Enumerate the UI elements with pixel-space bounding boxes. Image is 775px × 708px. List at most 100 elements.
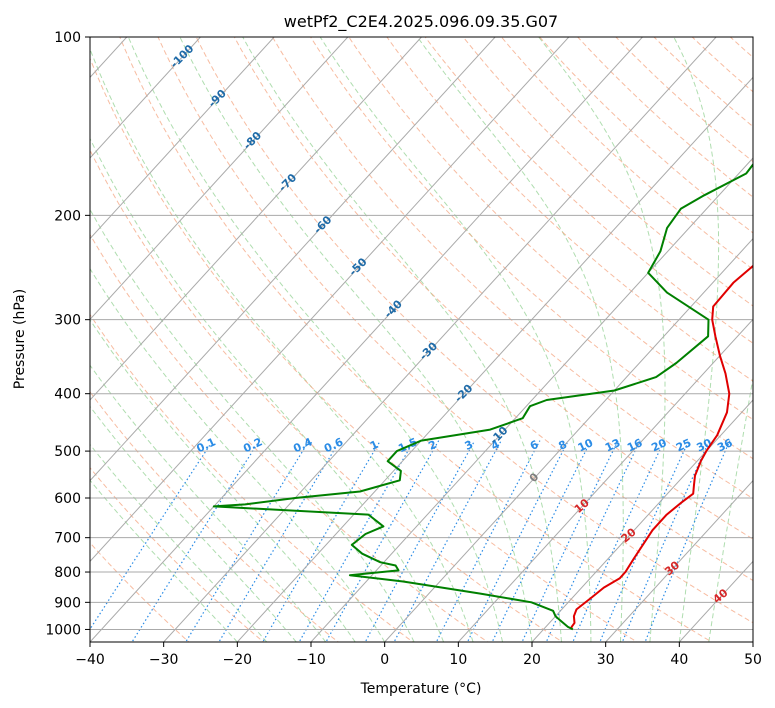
dry-adiabat-line <box>271 37 753 500</box>
mixing-ratio-label: 13 <box>603 436 622 454</box>
dry-adiabat-line <box>90 149 564 642</box>
y-tick-label: 700 <box>54 531 81 547</box>
moist-adiabat-line <box>416 37 624 642</box>
mixing-ratio-line <box>393 440 502 642</box>
chart-title: wetPf2_C2E4.2025.096.09.35.G07 <box>284 12 558 32</box>
mixing-ratio-label: 25 <box>674 436 693 454</box>
x-axis-ticks: −40 −30 −20 −10 0 10 20 30 40 50 <box>75 642 762 668</box>
x-tick-label: 40 <box>670 652 688 668</box>
mixing-ratio-line <box>325 440 440 642</box>
isotherm-line <box>163 37 717 642</box>
moist-adiabat-line <box>538 37 666 642</box>
isotherm-line <box>457 318 753 642</box>
mixing-ratio-line <box>521 440 619 642</box>
mixing-ratio-line <box>466 440 569 642</box>
mixing-ratio-line <box>599 440 690 642</box>
y-axis-ticks: 1000 900 800 700 600 500 400 300 200 100 <box>45 30 90 638</box>
dry-adiabat-line <box>90 391 340 642</box>
x-tick-label: −20 <box>223 652 253 668</box>
mixing-ratio-line <box>262 440 381 642</box>
y-tick-label: 100 <box>54 30 81 46</box>
isotherm-line <box>605 479 753 642</box>
dry-adiabat-line <box>233 37 753 540</box>
moist-adiabat-line <box>90 479 238 642</box>
moist-adiabat-line <box>90 318 356 642</box>
isotherm-line <box>531 399 753 642</box>
mixing-ratio-label: 0.1 <box>195 435 218 455</box>
x-tick-label: 50 <box>744 652 762 668</box>
mixing-ratio-label: 10 <box>576 436 596 454</box>
dry-adiabat-line <box>729 37 753 58</box>
x-tick-label: −40 <box>75 652 105 668</box>
y-tick-label: 500 <box>54 444 81 460</box>
mixing-ratio-label: 30 <box>694 436 714 454</box>
y-tick-label: 900 <box>54 595 81 611</box>
mixing-ratio-line <box>90 440 214 631</box>
dry-adiabat-line <box>500 37 753 270</box>
mixing-ratio-label: 8 <box>557 438 569 453</box>
y-tick-label: 200 <box>54 208 81 224</box>
dry-adiabats <box>90 24 775 645</box>
x-tick-label: −10 <box>296 652 326 668</box>
moist-adiabat-line <box>127 37 503 642</box>
mixing-ratio-line <box>621 440 710 642</box>
mixing-ratio-line <box>435 440 541 642</box>
moist-adiabat-line <box>708 374 753 642</box>
isotherm-line <box>90 37 202 159</box>
mixing-ratio-line <box>545 440 641 642</box>
dry-adiabat-line <box>90 313 414 642</box>
moist-adiabat-line <box>179 37 533 642</box>
mixing-ratio-label: 20 <box>649 436 669 454</box>
plot-frame <box>89 36 754 643</box>
y-tick-label: 300 <box>54 313 81 329</box>
plot-area: 0.1 0.2 0.4 0.6 1 1.5 2 3 4 6 8 10 13 16 20 25 30 36-100-… <box>90 24 775 645</box>
mixing-ratio-line <box>572 440 665 642</box>
moist-adiabats <box>90 37 753 642</box>
y-axis-label: Pressure (hPa) <box>12 289 28 389</box>
profile-series <box>212 162 753 631</box>
y-tick-label: 600 <box>54 491 81 507</box>
dry-adiabat-line <box>90 542 190 642</box>
isotherm-line <box>752 641 753 642</box>
moist-adiabat-line <box>90 137 445 642</box>
dry-adiabat-line <box>538 37 753 234</box>
dry-adiabat-line <box>310 37 753 460</box>
mixing-ratio-label: 36 <box>715 436 735 454</box>
isotherm-line <box>678 560 753 642</box>
mixing-ratio-line <box>218 440 341 642</box>
isotherm-line <box>384 237 753 642</box>
mixing-ratio-lines <box>90 440 731 642</box>
isotherm-line <box>90 37 423 401</box>
grid-lines <box>90 37 753 642</box>
mixing-ratio-label: 6 <box>528 438 541 453</box>
moist-adiabat-line <box>90 364 327 642</box>
x-tick-label: 20 <box>523 652 541 668</box>
moist-adiabat-line <box>90 208 415 642</box>
mixing-ratio-label: 0.2 <box>241 435 264 455</box>
isotherm-line <box>310 157 753 642</box>
moist-adiabat-line <box>90 405 297 642</box>
x-axis-label: Temperature (°C) <box>360 681 482 697</box>
isotherm-line <box>90 37 275 240</box>
moist-adiabat-line <box>319 37 592 642</box>
y-tick-label: 1000 <box>45 622 81 638</box>
y-tick-label: 800 <box>54 565 81 581</box>
dry-adiabat-line <box>754 24 775 645</box>
isotherm-line <box>90 37 570 563</box>
isotherm-line <box>236 76 753 642</box>
x-tick-label: 0 <box>380 652 389 668</box>
moist-adiabat-line <box>90 267 386 642</box>
x-tick-label: 10 <box>449 652 467 668</box>
mixing-ratio-line <box>364 440 476 642</box>
mixing-ratio-line <box>298 440 415 642</box>
moist-adiabat-line <box>90 443 268 642</box>
dry-adiabat-line <box>348 37 753 421</box>
mixing-ratio-label: 16 <box>625 436 645 454</box>
dry-adiabat-line <box>424 37 753 344</box>
mixing-ratio-line <box>185 440 310 642</box>
dry-adiabat-line <box>195 37 753 582</box>
dry-adiabat-line <box>462 37 753 307</box>
moist-adiabat-line <box>673 37 720 642</box>
isotherm-line <box>90 37 349 321</box>
